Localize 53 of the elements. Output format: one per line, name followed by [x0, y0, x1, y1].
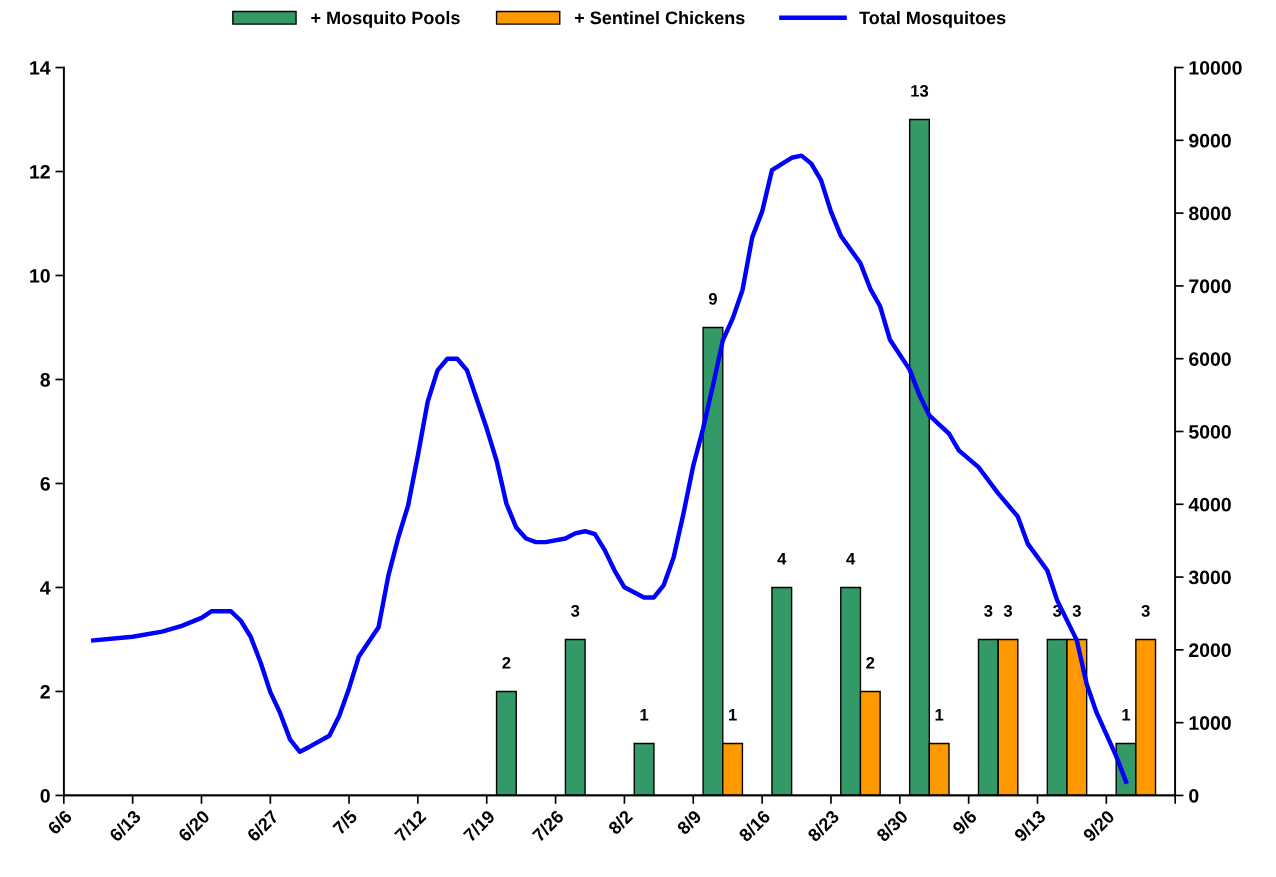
x-tick-label: 8/30	[875, 809, 909, 843]
y-tick-label: 4	[40, 581, 51, 595]
data-label: 9	[708, 292, 717, 305]
y2-tick-label: 5000	[1188, 424, 1231, 439]
data-label: 1	[729, 709, 737, 721]
x-tick-label: 8/2	[607, 809, 634, 836]
y-tick-label: 0	[40, 788, 50, 803]
legend-label: + Mosquito Pools	[311, 10, 460, 28]
x-tick-label: 7/26	[531, 809, 565, 843]
x-tick-label: 8/23	[806, 809, 841, 843]
y2-tick-label: 0	[1189, 788, 1199, 803]
data-label: 4	[777, 553, 787, 565]
data-label: 1	[1122, 709, 1131, 721]
data-label: 2	[866, 656, 875, 669]
data-label: 3	[984, 604, 993, 617]
y-tick-label: 14	[30, 61, 51, 75]
y-tick-label: 2	[40, 684, 50, 699]
y2-tick-label: 2000	[1189, 643, 1231, 658]
y2-tick-label: 1000	[1189, 716, 1231, 730]
y-tick-label: 10	[30, 268, 50, 283]
legend-label: Total Mosquitoes	[859, 10, 1006, 28]
data-label: 3	[570, 604, 580, 617]
x-tick-label: 9/20	[1081, 809, 1116, 843]
y2-tick-label: 7000	[1189, 279, 1231, 294]
x-tick-label: 7/5	[331, 808, 359, 836]
data-label: 3	[1141, 604, 1150, 617]
x-tick-label: 6/6	[46, 809, 73, 836]
line-series	[91, 153, 1129, 784]
y2-tick-label: 3000	[1188, 570, 1231, 585]
data-label: 1	[640, 709, 649, 721]
x-tick-label: 7/19	[462, 809, 496, 843]
x-tick-label: 6/13	[108, 809, 142, 843]
data-label: 3	[1072, 604, 1081, 617]
x-tick-label: 9/13	[1013, 809, 1047, 843]
y2-tick-label: 10000	[1189, 61, 1242, 75]
data-label: 2	[502, 656, 511, 669]
x-tick-label: 6/20	[177, 809, 211, 843]
y2-tick-label: 9000	[1189, 133, 1231, 148]
y2-tick-label: 6000	[1189, 352, 1231, 366]
x-tick-label: 8/9	[675, 809, 703, 836]
y-tick-label: 8	[40, 372, 51, 387]
y-tick-label: 6	[40, 476, 50, 491]
y-tick-label: 12	[30, 164, 50, 179]
x-tick-label: 7/12	[393, 809, 427, 843]
x-tick-label: 9/6	[951, 809, 978, 836]
x-tick-label: 8/16	[737, 809, 772, 843]
y2-tick-label: 8000	[1189, 206, 1231, 221]
data-label: 4	[846, 553, 856, 565]
legend-label: + Sentinel Chickens	[574, 10, 745, 25]
data-label: 3	[1003, 604, 1013, 617]
y2-tick-label: 4000	[1188, 497, 1231, 512]
data-label: 1	[935, 709, 944, 721]
data-label: 13	[911, 84, 929, 97]
